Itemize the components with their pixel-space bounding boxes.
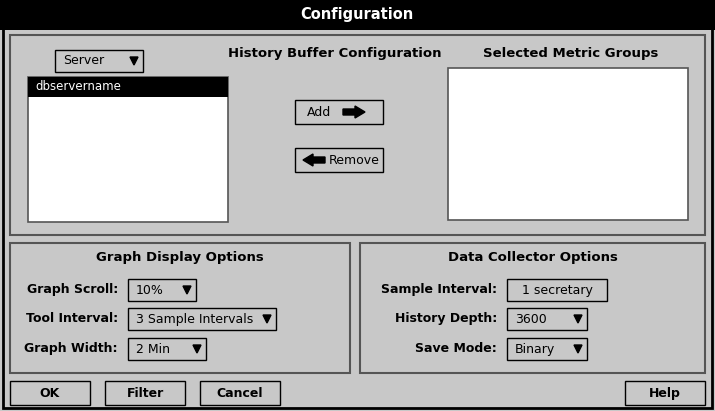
Bar — [28, 77, 228, 97]
Text: Help: Help — [649, 386, 681, 399]
Polygon shape — [193, 345, 201, 353]
Text: 3 Sample Intervals: 3 Sample Intervals — [136, 312, 253, 326]
Text: Server: Server — [63, 55, 104, 67]
Bar — [295, 148, 383, 172]
Text: OK: OK — [40, 386, 60, 399]
Text: Graph Width:: Graph Width: — [24, 342, 118, 355]
Bar — [105, 381, 185, 405]
Bar — [448, 68, 688, 220]
Bar — [0, 0, 715, 30]
Bar — [200, 381, 280, 405]
Text: History Buffer Configuration: History Buffer Configuration — [228, 46, 442, 60]
Text: Graph Scroll:: Graph Scroll: — [26, 282, 118, 296]
Bar — [10, 381, 90, 405]
Polygon shape — [574, 345, 582, 353]
Text: dbservername: dbservername — [35, 81, 121, 93]
Bar — [10, 243, 350, 373]
Bar — [295, 100, 383, 124]
Polygon shape — [183, 286, 191, 294]
Text: Sample Interval:: Sample Interval: — [381, 282, 497, 296]
Text: Remove: Remove — [329, 153, 380, 166]
Text: Binary: Binary — [515, 342, 556, 356]
Text: 10%: 10% — [136, 284, 164, 296]
Polygon shape — [574, 315, 582, 323]
Text: Add: Add — [307, 106, 331, 118]
Bar — [128, 279, 196, 301]
Bar — [128, 338, 206, 360]
Text: 3600: 3600 — [515, 312, 547, 326]
Bar — [507, 279, 607, 301]
Text: Filter: Filter — [127, 386, 164, 399]
Text: Cancel: Cancel — [217, 386, 263, 399]
Text: Selected Metric Groups: Selected Metric Groups — [483, 46, 659, 60]
Bar — [55, 50, 143, 72]
Text: Tool Interval:: Tool Interval: — [26, 312, 118, 325]
Polygon shape — [303, 154, 325, 166]
Polygon shape — [263, 315, 271, 323]
Text: 1 secretary: 1 secretary — [521, 284, 593, 296]
Bar — [507, 338, 587, 360]
Bar — [128, 308, 276, 330]
Text: Graph Display Options: Graph Display Options — [96, 250, 264, 263]
Text: Save Mode:: Save Mode: — [415, 342, 497, 355]
Text: 2 Min: 2 Min — [136, 342, 170, 356]
Text: History Depth:: History Depth: — [395, 312, 497, 325]
Bar — [625, 381, 705, 405]
Polygon shape — [130, 57, 138, 65]
Bar — [10, 35, 705, 235]
Bar — [507, 308, 587, 330]
Polygon shape — [343, 106, 365, 118]
Bar — [360, 243, 705, 373]
Text: Data Collector Options: Data Collector Options — [448, 250, 618, 263]
Bar — [28, 77, 228, 222]
Text: Configuration: Configuration — [300, 7, 413, 23]
